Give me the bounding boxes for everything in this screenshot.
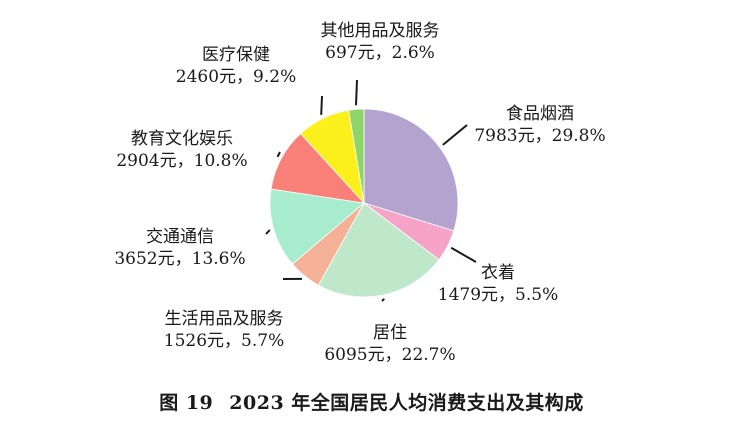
slice-name: 交通通信 bbox=[146, 227, 214, 247]
slice-name: 其他用品及服务 bbox=[320, 21, 440, 41]
pie-slice bbox=[317, 202, 440, 298]
pie-slice bbox=[348, 108, 365, 204]
slice-value: 1479元，5.5% bbox=[437, 285, 559, 305]
leader-line bbox=[381, 298, 385, 302]
slice-value: 3652元，13.6% bbox=[114, 249, 246, 269]
slice-name: 食品烟酒 bbox=[506, 104, 574, 124]
slice-name: 衣着 bbox=[481, 263, 515, 283]
slice-value: 6095元，22.7% bbox=[324, 345, 456, 365]
slice-label: 生活用品及服务 1526元，5.7% bbox=[164, 308, 284, 352]
slice-label: 交通通信 3652元，13.6% bbox=[114, 226, 245, 270]
chart-title: 2023 年全国居民人均消费支出及其构成 bbox=[229, 392, 584, 414]
slice-value: 2460元，9.2% bbox=[175, 67, 297, 87]
leader-line bbox=[320, 95, 323, 115]
slice-name: 教育文化娱乐 bbox=[131, 129, 233, 149]
slice-name: 居住 bbox=[373, 323, 407, 343]
slice-label: 食品烟酒 7983元，29.8% bbox=[474, 103, 605, 147]
slice-label: 其他用品及服务 697元，2.6% bbox=[321, 20, 440, 64]
leader-line bbox=[265, 229, 271, 235]
chart-caption: 图 19 2023 年全国居民人均消费支出及其构成 bbox=[0, 388, 743, 415]
slice-label: 衣着 1479元，5.5% bbox=[438, 262, 558, 306]
leader-line bbox=[450, 246, 477, 263]
pie-chart bbox=[265, 79, 477, 302]
slice-value: 1526元，5.7% bbox=[163, 331, 285, 351]
slice-label: 教育文化娱乐 2904元，10.8% bbox=[116, 128, 247, 172]
slice-value: 7983元，29.8% bbox=[474, 126, 606, 146]
leader-line bbox=[442, 124, 468, 146]
slice-value: 697元，2.6% bbox=[325, 43, 435, 63]
leader-line bbox=[355, 79, 358, 106]
pie-slice bbox=[363, 108, 459, 232]
pie-slice bbox=[269, 188, 365, 265]
slice-label: 居住 6095元，22.7% bbox=[324, 322, 455, 366]
leader-line bbox=[276, 151, 281, 158]
slice-name: 医疗保健 bbox=[202, 45, 270, 65]
slice-label: 医疗保健 2460元，9.2% bbox=[176, 44, 296, 88]
slice-name: 生活用品及服务 bbox=[164, 309, 284, 329]
figure-number: 图 19 bbox=[159, 392, 214, 414]
slice-value: 2904元，10.8% bbox=[116, 151, 248, 171]
